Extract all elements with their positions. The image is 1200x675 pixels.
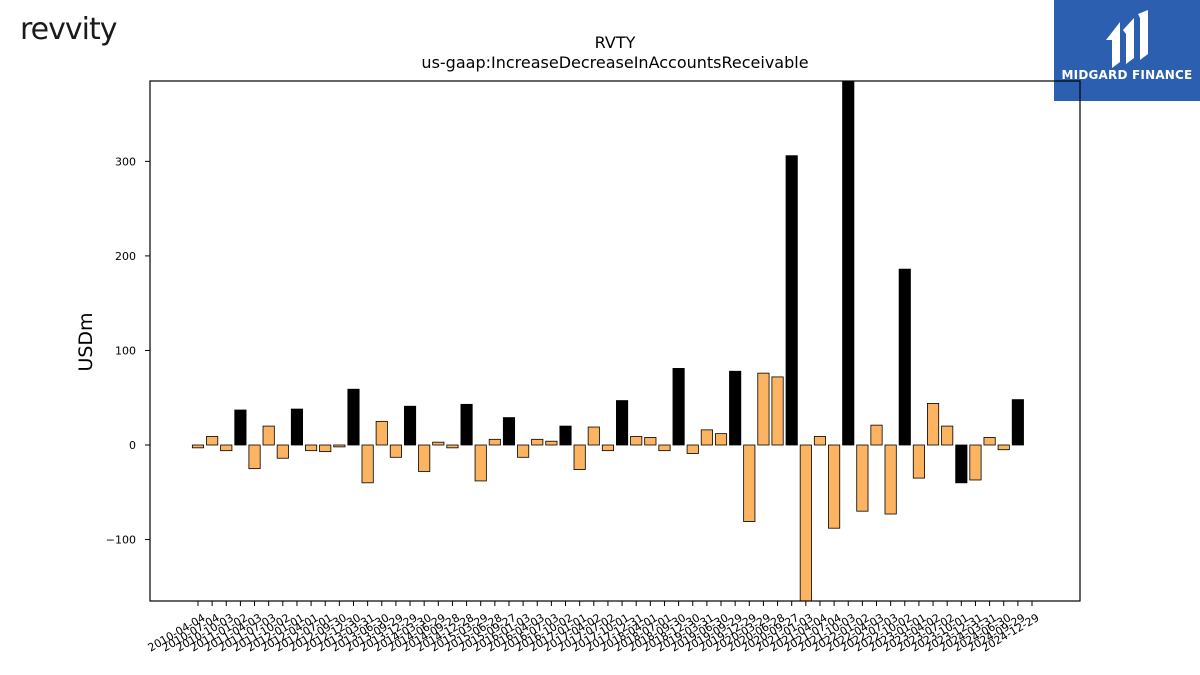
bar bbox=[997, 444, 1010, 451]
bar bbox=[729, 370, 742, 446]
y-tick-label: 200 bbox=[115, 250, 136, 263]
x-axis-ticks: 2010-04-042010-07-042010-10-032011-01-02… bbox=[146, 601, 1042, 654]
midgard-finance-logo: MIDGARD FINANCE bbox=[1054, 0, 1200, 101]
y-tick-label: −100 bbox=[106, 534, 136, 547]
bar bbox=[757, 372, 770, 446]
bar bbox=[785, 155, 798, 446]
bar bbox=[743, 444, 756, 522]
y-tick-label: 300 bbox=[115, 155, 136, 168]
bar bbox=[700, 429, 713, 446]
bar bbox=[969, 444, 982, 481]
bar bbox=[601, 444, 614, 452]
bar bbox=[248, 444, 261, 470]
bar bbox=[884, 444, 897, 515]
bar bbox=[347, 388, 360, 446]
bar bbox=[234, 409, 247, 446]
bar bbox=[474, 444, 487, 482]
bar bbox=[531, 438, 544, 446]
bar bbox=[333, 444, 346, 448]
bar bbox=[361, 444, 374, 484]
bar bbox=[856, 444, 869, 512]
bar bbox=[305, 444, 318, 452]
bar bbox=[432, 441, 445, 446]
bar bbox=[206, 436, 219, 446]
bar bbox=[672, 368, 685, 446]
bar bbox=[983, 437, 996, 446]
bar bbox=[941, 425, 954, 446]
bar-series bbox=[191, 80, 1024, 602]
bar bbox=[630, 436, 643, 446]
midgard-logo-mark-icon bbox=[1106, 10, 1148, 68]
bar bbox=[870, 424, 883, 446]
bar bbox=[842, 80, 855, 446]
bar bbox=[375, 420, 388, 446]
bar bbox=[319, 444, 332, 453]
bar bbox=[799, 444, 812, 602]
bar bbox=[418, 444, 431, 472]
chart-title: RVTY bbox=[595, 33, 636, 52]
bar bbox=[191, 444, 205, 449]
bar bbox=[573, 444, 586, 470]
bar bbox=[771, 376, 784, 446]
bar bbox=[276, 444, 289, 459]
y-tick-label: 0 bbox=[129, 439, 136, 452]
bar bbox=[912, 444, 925, 479]
bar bbox=[926, 402, 940, 446]
revvity-logo: revvity bbox=[20, 12, 117, 47]
y-tick-label: 100 bbox=[115, 344, 136, 357]
bar bbox=[616, 400, 629, 446]
bar bbox=[262, 425, 275, 446]
bar bbox=[403, 405, 417, 446]
midgard-logo-text: MIDGARD FINANCE bbox=[1061, 68, 1193, 82]
bar bbox=[686, 444, 699, 454]
plot-area-frame bbox=[149, 80, 1081, 602]
bar bbox=[290, 408, 304, 446]
bar bbox=[545, 440, 558, 446]
bar bbox=[488, 438, 501, 446]
chart-subtitle: us-gaap:IncreaseDecreaseInAccountsReceiv… bbox=[421, 53, 808, 72]
bar bbox=[813, 436, 827, 446]
bar bbox=[828, 444, 841, 529]
bar bbox=[898, 268, 911, 446]
bar bbox=[517, 444, 530, 458]
bar bbox=[446, 444, 459, 449]
y-axis-ticks: −100 0 100 200 300 bbox=[106, 155, 150, 547]
bar bbox=[644, 437, 657, 446]
bar bbox=[587, 426, 600, 446]
bar bbox=[1011, 399, 1024, 446]
bar bbox=[658, 444, 671, 452]
bar bbox=[220, 444, 233, 452]
bar bbox=[559, 425, 572, 446]
bar bbox=[389, 444, 402, 458]
bar bbox=[955, 444, 968, 484]
bar bbox=[714, 433, 728, 446]
y-axis-label: USDm bbox=[75, 312, 97, 371]
bar bbox=[502, 417, 516, 446]
bar bbox=[460, 403, 473, 446]
